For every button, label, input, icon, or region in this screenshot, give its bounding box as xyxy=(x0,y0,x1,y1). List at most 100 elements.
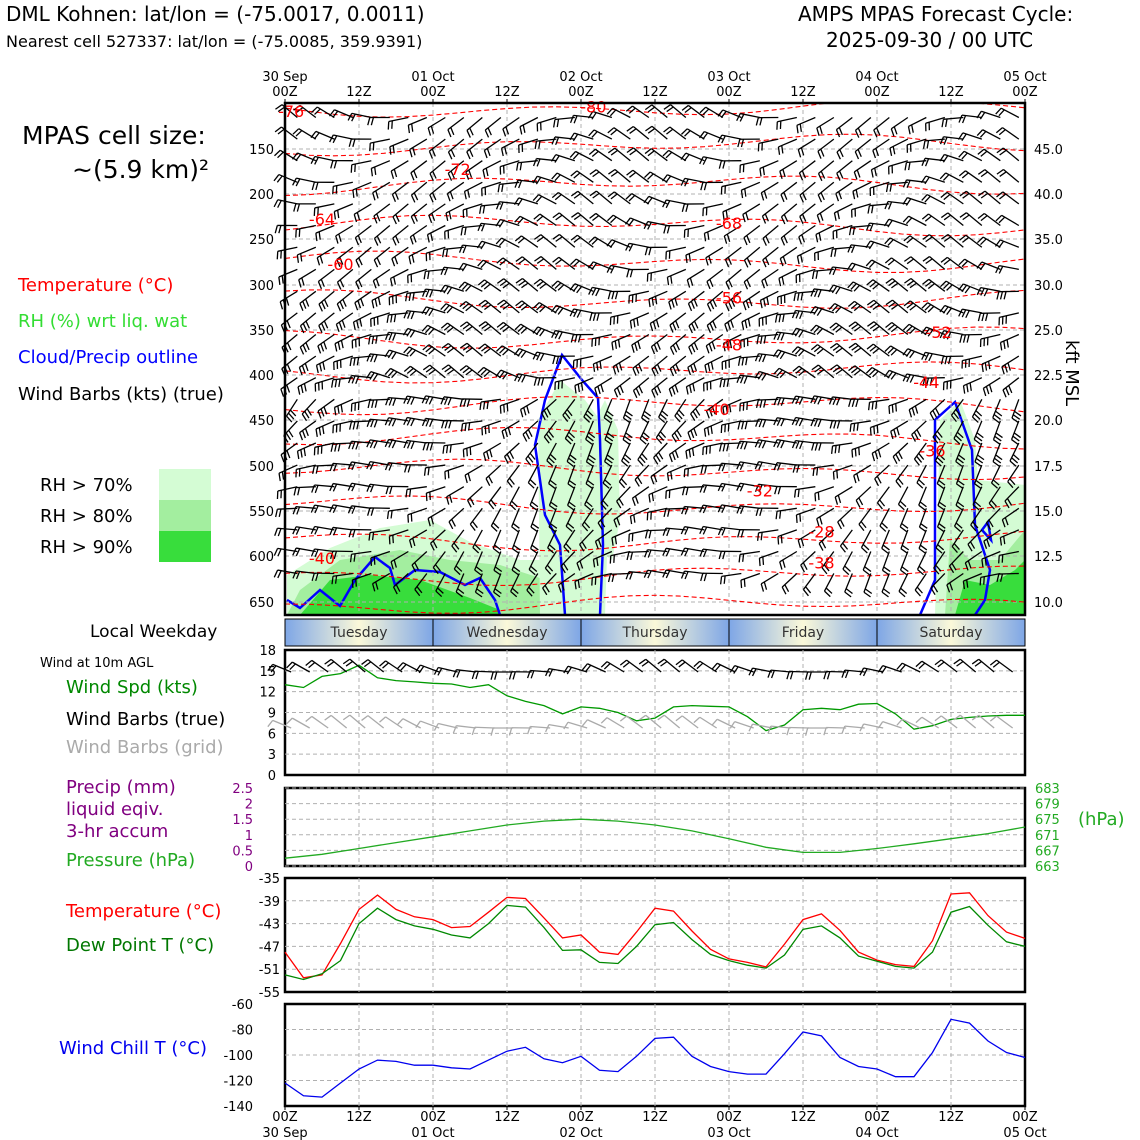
surface-wind-barb-flag xyxy=(361,659,369,665)
upper-wind-barb-flag xyxy=(629,516,633,525)
upper-wind-barb-flag xyxy=(652,321,657,330)
upper-wind-barb-flag xyxy=(423,271,427,280)
upper-wind-barb-flag xyxy=(928,353,933,362)
upper-wind-barb-flag xyxy=(653,344,658,353)
upper-wind-barb-flag xyxy=(406,348,413,355)
upper-wind-barb-flag xyxy=(676,429,682,438)
upper-wind-barb-flag xyxy=(688,449,692,458)
upper-wind-barb-flag xyxy=(829,420,833,429)
upper-wind-barb-flag xyxy=(967,560,972,569)
upper-wind-barb-flag xyxy=(641,435,649,442)
upper-wind-barb-flag xyxy=(459,398,463,407)
grid-wind-barb-flag xyxy=(361,715,369,721)
upper-wind-barb-flag xyxy=(537,377,541,386)
upper-wind-barb-flag xyxy=(317,410,322,419)
upper-wind-barb-flag xyxy=(743,281,749,290)
upper-wind-barb-flag xyxy=(314,108,321,115)
upper-wind-barb-flag xyxy=(618,481,626,489)
upper-wind-barb-flag xyxy=(924,352,930,361)
upper-wind-barb-flag xyxy=(628,194,636,202)
upper-wind-barb-flag xyxy=(654,366,659,375)
upper-wind-barb-flag xyxy=(403,440,408,449)
weekday-cell xyxy=(876,618,1026,647)
rh80-swatch xyxy=(159,500,211,531)
upper-wind-barb-flag xyxy=(334,343,338,352)
upper-wind-barb-flag xyxy=(588,148,596,155)
upper-wind-barb-flag xyxy=(984,557,987,566)
upper-wind-barb-flag xyxy=(372,280,377,289)
upper-wind-barb-flag xyxy=(816,127,820,136)
cloud-outline-right xyxy=(918,399,992,616)
upper-wind-barb-flag xyxy=(517,374,523,382)
upper-wind-barb-flag xyxy=(277,570,282,579)
upper-wind-barb-flag xyxy=(605,413,613,420)
windchill-tick-label: -80 xyxy=(232,1024,253,1039)
upper-wind-barb-flag xyxy=(699,526,704,535)
upper-wind-barb-flag xyxy=(605,457,613,464)
upper-wind-barb-flag xyxy=(492,522,500,529)
upper-wind-barb-flag xyxy=(501,430,505,439)
upper-wind-barb-flag xyxy=(504,146,508,155)
upper-wind-barb-flag xyxy=(280,388,285,397)
upper-wind-barb-flag xyxy=(932,436,939,444)
upper-wind-barb-flag xyxy=(722,407,725,416)
upper-wind-barb-flag xyxy=(353,553,356,562)
upper-wind-barb-flag xyxy=(798,418,804,427)
upper-wind-barb-flag xyxy=(681,203,685,212)
upper-wind-barb-flag xyxy=(995,127,1003,134)
upper-wind-barb-flag xyxy=(298,367,303,376)
upper-wind-barb-flag xyxy=(295,153,302,162)
upper-wind-barb-flag xyxy=(774,486,778,495)
upper-wind-barb-flag xyxy=(743,578,746,587)
upper-wind-barb-flag xyxy=(466,448,468,457)
surface-wind-barb-flag xyxy=(859,667,865,676)
upper-wind-barb-flag xyxy=(373,215,378,224)
upper-wind-barb-flag xyxy=(922,256,930,262)
upper-wind-barb-flag xyxy=(449,494,453,503)
upper-wind-barb-flag xyxy=(779,561,783,570)
upper-wind-barb-flag xyxy=(721,483,726,492)
upper-wind-barb-flag xyxy=(759,399,763,408)
upper-wind-barb-flag xyxy=(554,306,561,314)
upper-wind-barb-flag xyxy=(889,147,893,157)
upper-wind-barb-flag xyxy=(569,151,577,158)
upper-wind-barb-flag xyxy=(465,284,472,292)
upper-wind-barb-flag xyxy=(893,126,898,135)
upper-wind-barb-flag xyxy=(592,192,600,199)
precip-tick-label: 1 xyxy=(245,829,253,844)
upper-wind-barb-flag xyxy=(539,329,545,337)
temperature-tick-label: -39 xyxy=(259,895,280,910)
upper-wind-barb-flag xyxy=(594,388,598,397)
upper-wind-barb-flag xyxy=(532,351,538,360)
upper-wind-barb-flag xyxy=(896,427,900,436)
upper-wind-barb-flag xyxy=(450,127,455,136)
upper-wind-barb-flag xyxy=(847,300,855,308)
upper-wind-barb-flag xyxy=(835,347,843,354)
upper-wind-barb-flag xyxy=(299,432,304,441)
upper-wind-barb-flag xyxy=(994,239,1001,247)
upper-wind-barb-flag xyxy=(815,234,819,243)
upper-wind-barb-flag xyxy=(666,106,674,113)
upper-wind-barb-flag xyxy=(955,460,963,467)
upper-wind-barb-flag xyxy=(482,452,487,462)
precip-tick-label: 0 xyxy=(245,860,253,875)
upper-wind-barb-flag xyxy=(726,233,731,242)
kft-tick-label: 22.5 xyxy=(1034,369,1063,384)
upper-wind-barb-flag xyxy=(916,586,923,594)
upper-wind-barb-flag xyxy=(476,240,483,249)
pressure-tick-label: 679 xyxy=(1035,798,1060,813)
cycle-date: 2025-09-30 / 00 UTC xyxy=(826,28,1034,52)
upper-wind-barb-flag xyxy=(608,168,616,175)
upper-wind-barb-flag xyxy=(745,212,749,221)
surface-wind-barb-flag xyxy=(563,665,569,674)
upper-wind-barb-flag xyxy=(663,508,667,517)
surface-wind-barb-flag xyxy=(638,658,647,665)
upper-wind-barb-flag xyxy=(333,463,338,472)
upper-wind-barb-flag xyxy=(610,216,617,224)
weekday-bar: Tuesday Wednesday Thursday Friday Saturday xyxy=(284,618,1026,647)
upper-wind-barb-flag xyxy=(288,429,294,438)
upper-wind-barb-flag xyxy=(852,226,856,235)
upper-wind-barb-flag xyxy=(847,244,852,253)
upper-wind-barb-flag xyxy=(659,431,667,439)
upper-wind-barb-flag xyxy=(858,497,864,506)
